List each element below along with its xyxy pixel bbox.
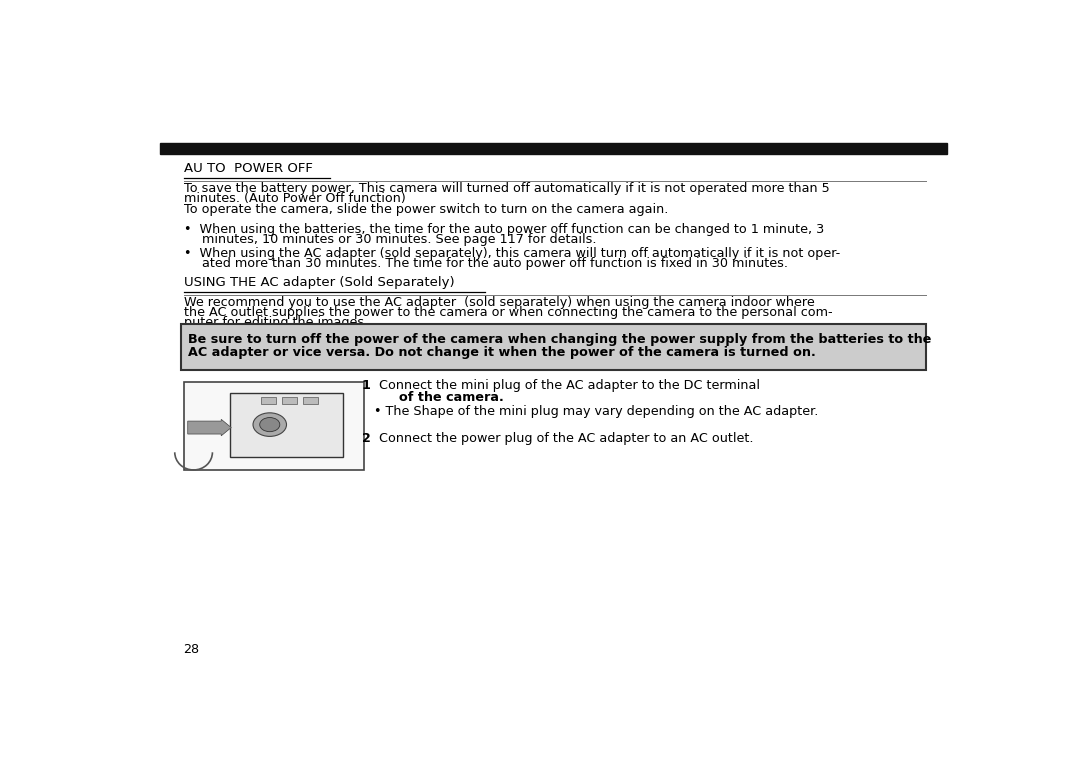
Text: puter for editing the images.: puter for editing the images. [184, 316, 368, 329]
Bar [181, 324, 926, 369]
Text: Connect the mini plug of the AC adapter to the DC terminal: Connect the mini plug of the AC adapter … [379, 379, 759, 392]
Text: AU TO  POWER OFF: AU TO POWER OFF [184, 162, 312, 175]
Text: Connect the power plug of the AC adapter to an AC outlet.: Connect the power plug of the AC adapter… [379, 432, 753, 445]
Text: We recommend you to use the AC adapter  (sold separately) when using the camera : We recommend you to use the AC adapter (… [184, 295, 814, 308]
Text: •  When using the AC adapter (sold separately), this camera will turn off automa: • When using the AC adapter (sold separa… [184, 246, 840, 259]
Text: • The Shape of the mini plug may vary depending on the AC adapter.: • The Shape of the mini plug may vary de… [375, 405, 819, 418]
Text: 2: 2 [362, 432, 370, 445]
Text: of the camera.: of the camera. [400, 391, 504, 404]
Bar [160, 143, 947, 154]
Bar [230, 393, 342, 457]
Text: the AC outlet supplies the power to the camera or when connecting the camera to : the AC outlet supplies the power to the … [184, 305, 833, 318]
Circle shape [253, 413, 286, 436]
Text: To save the battery power, This camera will turned off automatically if it is no: To save the battery power, This camera w… [184, 182, 829, 195]
Bar [282, 397, 297, 404]
Text: ated more than 30 minutes. The time for the auto power off function is fixed in : ated more than 30 minutes. The time for … [202, 257, 788, 270]
Text: •  When using the batteries, the time for the auto power off function can be cha: • When using the batteries, the time for… [184, 223, 824, 236]
Text: 28: 28 [184, 643, 200, 656]
Text: AC adapter or vice versa. Do not change it when the power of the camera is turne: AC adapter or vice versa. Do not change … [188, 346, 815, 359]
Text: minutes, 10 minutes or 30 minutes. See page 117 for details.: minutes, 10 minutes or 30 minutes. See p… [202, 233, 596, 246]
Text: minutes. (Auto Power Off function): minutes. (Auto Power Off function) [184, 192, 405, 205]
Bar [261, 397, 276, 404]
Circle shape [259, 418, 280, 431]
FancyArrow shape [188, 419, 231, 436]
Text: To operate the camera, slide the power switch to turn on the camera again.: To operate the camera, slide the power s… [184, 203, 667, 216]
Bar [184, 382, 364, 470]
Text: Be sure to turn off the power of the camera when changing the power supply from : Be sure to turn off the power of the cam… [188, 334, 931, 347]
Text: USING THE AC adapter (Sold Separately): USING THE AC adapter (Sold Separately) [184, 276, 455, 289]
Text: 1: 1 [362, 379, 370, 392]
Bar [303, 397, 319, 404]
